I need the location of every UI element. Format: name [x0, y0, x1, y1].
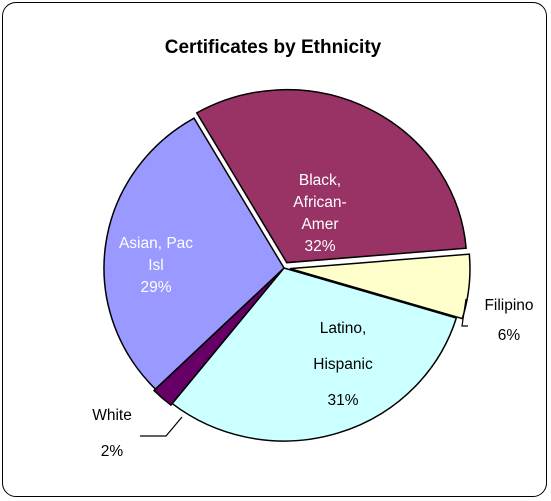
data-label-asian-pac-isl: Asian, Pac Isl 29% [119, 235, 193, 296]
leader-line-white [140, 416, 183, 437]
pie-slice-asian-pac-isl [103, 117, 285, 391]
chart-title: Certificates by Ethnicity [165, 37, 382, 58]
pie-slice-latino-hispanic [171, 267, 458, 442]
pie-slice-white [152, 268, 284, 407]
pie-slice-black-african-amer [195, 88, 467, 264]
data-label-filipino: Filipino 6% [484, 297, 533, 344]
data-label-black-african-amer: Black, African-Amer 32% [293, 172, 346, 255]
chart-frame [2, 2, 547, 497]
data-label-white: White 2% [92, 407, 132, 460]
leader-line-filipino [461, 298, 468, 327]
data-label-latino-hispanic: Latino, Hispanic 31% [313, 320, 373, 409]
pie-slice-filipino [289, 253, 471, 320]
